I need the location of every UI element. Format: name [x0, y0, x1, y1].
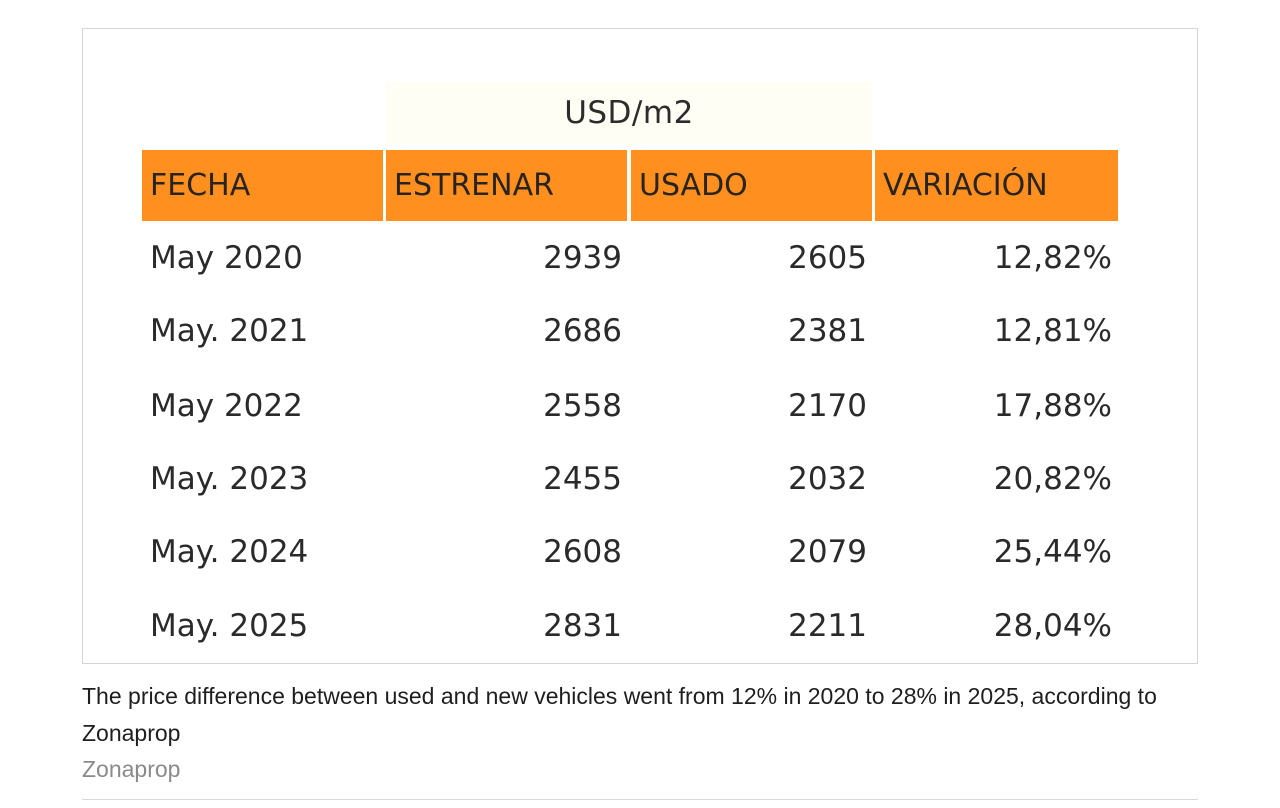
header-fecha: FECHA	[142, 150, 383, 221]
image-credit: Zonaprop	[82, 756, 181, 782]
table-row: May. 2024 2608 2079 25,44%	[142, 522, 1118, 582]
cell-variation: 17,88%	[993, 388, 1112, 424]
cell-date: May. 2023	[150, 461, 309, 497]
cell-date: May 2022	[150, 388, 303, 424]
cell-new-price: 2831	[543, 608, 622, 644]
divider	[82, 799, 1198, 800]
cell-new-price: 2558	[543, 388, 622, 424]
image-caption: The price difference between used and ne…	[82, 683, 1157, 746]
table-row: May. 2023 2455 2032 20,82%	[142, 449, 1118, 509]
table-row: May 2020 2939 2605 12,82%	[142, 228, 1118, 288]
cell-used-price: 2381	[788, 313, 867, 349]
table-row: May. 2021 2686 2381 12,81%	[142, 301, 1118, 361]
cell-variation: 12,81%	[993, 313, 1112, 349]
cell-used-price: 2079	[788, 534, 867, 570]
cell-variation: 20,82%	[993, 461, 1112, 497]
header-estrenar: ESTRENAR	[386, 150, 627, 221]
cell-variation: 25,44%	[993, 534, 1112, 570]
cell-used-price: 2170	[788, 388, 867, 424]
cell-new-price: 2455	[543, 461, 622, 497]
cell-variation: 12,82%	[993, 240, 1112, 276]
cell-new-price: 2939	[543, 240, 622, 276]
table-title: USD/m2	[386, 82, 872, 144]
cell-date: May. 2021	[150, 313, 309, 349]
cell-used-price: 2211	[788, 608, 867, 644]
header-variacion: VARIACIÓN	[875, 150, 1118, 221]
cell-new-price: 2686	[543, 313, 622, 349]
cell-used-price: 2605	[788, 240, 867, 276]
table-row: May. 2025 2831 2211 28,04%	[142, 596, 1118, 656]
cell-date: May 2020	[150, 240, 303, 276]
table-row: May 2022 2558 2170 17,88%	[142, 376, 1118, 436]
cell-used-price: 2032	[788, 461, 867, 497]
header-usado: USADO	[631, 150, 872, 221]
cell-new-price: 2608	[543, 534, 622, 570]
cell-variation: 28,04%	[993, 608, 1112, 644]
cell-date: May. 2024	[150, 534, 309, 570]
cell-date: May. 2025	[150, 608, 309, 644]
